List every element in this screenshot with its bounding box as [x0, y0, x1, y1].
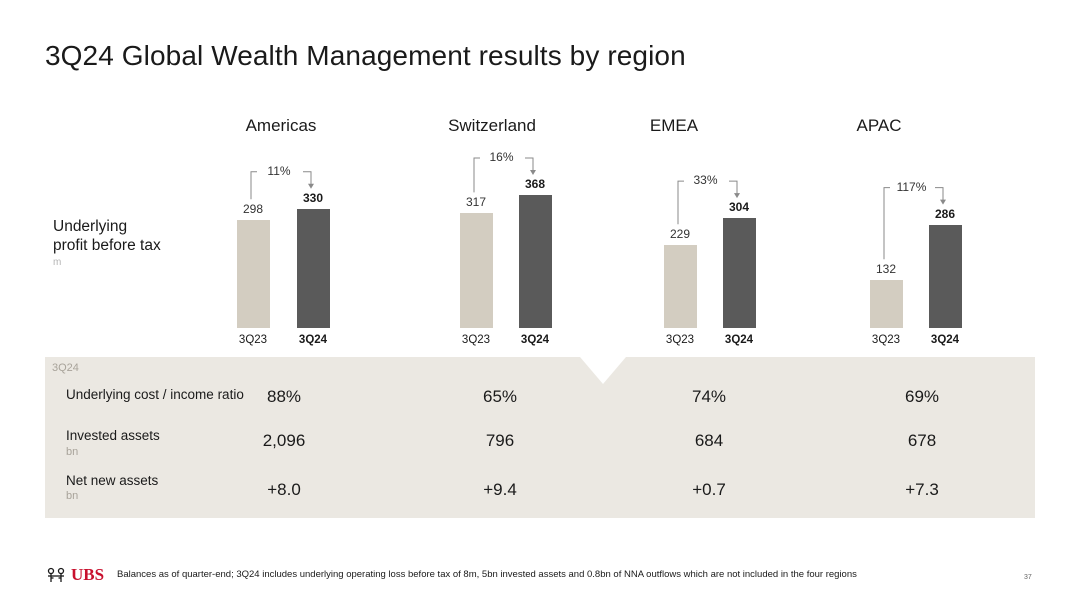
cell-cost-income-emea: 74% [691, 387, 727, 406]
change-label-apac: 117% [894, 179, 929, 194]
q-label-prev-switzerland: 3Q23 [461, 334, 491, 346]
q-label-cur-apac: 3Q24 [930, 334, 960, 346]
cell-cost-income-americas: 88% [266, 387, 302, 406]
region-title-apac: APAC [856, 116, 902, 135]
cell-net-new-assets-apac: +7.3 [905, 480, 939, 499]
cell-net-new-assets-americas: +8.0 [267, 480, 301, 499]
page-title: 3Q24 Global Wealth Management results by… [45, 40, 686, 71]
connector-line-americas [250, 171, 312, 200]
region-title-emea: EMEA [649, 116, 699, 135]
connector-line-emea [677, 180, 738, 225]
value-label-3q23-emea: 229 [669, 227, 691, 242]
bar-3q24-switzerland [518, 195, 552, 328]
connector-arrow-emea [734, 193, 740, 199]
metric-unit: m [53, 257, 62, 268]
bar-3q23-apac [869, 280, 903, 328]
connector-line-switzerland [473, 157, 534, 193]
bar-3q24-emea [722, 218, 756, 328]
cell-cost-income-apac: 69% [904, 387, 940, 406]
region-title-switzerland: Switzerland [448, 116, 536, 135]
change-label-americas: 11% [265, 163, 293, 178]
cell-invested-assets-americas: 2,096 [262, 431, 306, 450]
value-label-3q24-americas: 330 [302, 190, 324, 205]
page-number: 37 [1024, 574, 1032, 581]
bar-3q23-switzerland [459, 213, 493, 328]
cell-invested-assets-emea: 684 [694, 431, 724, 450]
bar-3q24-americas [296, 208, 330, 328]
ubs-logo: UBS [45, 565, 104, 585]
q-label-prev-apac: 3Q23 [871, 334, 901, 346]
kpi-panel [45, 357, 1035, 518]
q-label-prev-emea: 3Q23 [665, 334, 695, 346]
row-label-cost-income: Underlying cost / income ratio [66, 387, 244, 402]
value-label-3q23-apac: 132 [875, 262, 897, 277]
bar-3q23-americas [236, 220, 270, 328]
connector-arrow-americas [308, 183, 314, 189]
connector-arrow-switzerland [530, 170, 536, 175]
connector-arrow-apac [940, 199, 946, 205]
q-label-cur-americas: 3Q24 [298, 334, 328, 346]
change-label-emea: 33% [691, 173, 720, 188]
cell-invested-assets-switzerland: 796 [485, 431, 515, 450]
q-label-cur-emea: 3Q24 [724, 334, 754, 346]
metric-label: Underlying profit before tax [53, 217, 161, 255]
change-label-switzerland: 16% [487, 150, 516, 164]
metric-label-line2: profit before tax [53, 237, 161, 254]
cell-net-new-assets-emea: +0.7 [692, 480, 726, 499]
value-label-3q23-americas: 298 [242, 202, 264, 217]
ubs-logo-text: UBS [71, 565, 105, 584]
value-label-3q24-apac: 286 [934, 206, 956, 221]
bar-3q24-apac [928, 224, 962, 328]
cell-net-new-assets-switzerland: +9.4 [483, 480, 517, 499]
value-label-3q24-switzerland: 368 [524, 177, 546, 191]
cell-cost-income-switzerland: 65% [482, 387, 518, 406]
row-label-net-new-assets: Net new assets [66, 473, 159, 488]
connector-line-apac [883, 187, 944, 260]
footnote: Balances as of quarter-end; 3Q24 include… [117, 569, 857, 580]
value-label-3q23-switzerland: 317 [465, 195, 487, 210]
metric-label-line1: Underlying [53, 218, 128, 235]
row-unit-net-new-assets: bn [66, 490, 79, 502]
q-label-cur-switzerland: 3Q24 [520, 334, 550, 346]
row-unit-invested-assets: bn [66, 446, 79, 458]
panel-period-tag: 3Q24 [52, 362, 79, 374]
keys-icon [47, 567, 65, 582]
row-label-invested-assets: Invested assets [66, 428, 160, 443]
cell-invested-assets-apac: 678 [907, 431, 937, 450]
value-label-3q24-emea: 304 [728, 200, 750, 215]
region-title-americas: Americas [245, 116, 317, 135]
panel-notch [580, 357, 626, 384]
bar-3q23-emea [663, 245, 697, 328]
q-label-prev-americas: 3Q23 [238, 334, 268, 346]
